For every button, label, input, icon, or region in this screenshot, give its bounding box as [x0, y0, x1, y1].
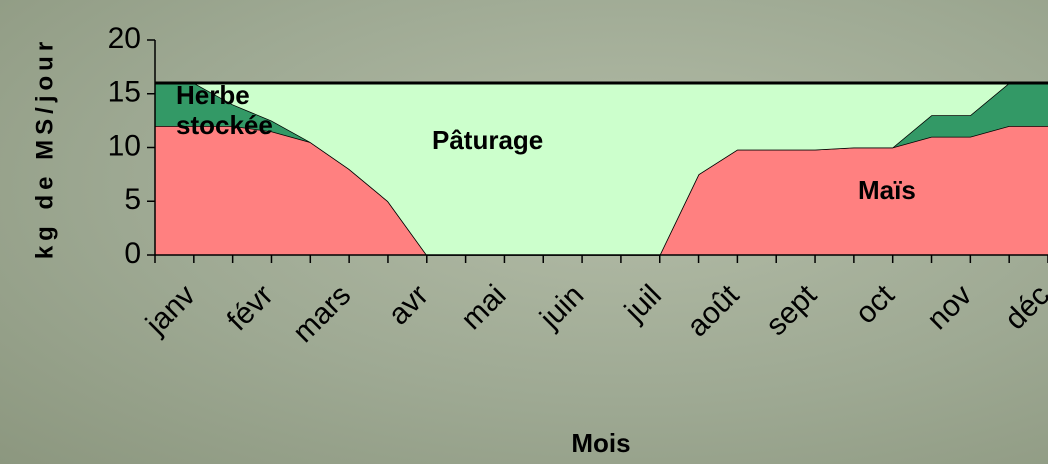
series-label: Maïs	[858, 175, 916, 205]
series-label: Pâturage	[432, 125, 544, 155]
x-tick-label: nov	[921, 279, 979, 337]
x-axis-title: Mois	[571, 428, 630, 458]
area	[155, 83, 1048, 255]
x-tick-label: août	[681, 278, 746, 343]
x-tick-label: déc	[999, 279, 1048, 337]
x-tick-label: janv	[139, 279, 202, 342]
x-tick-label: juil	[618, 279, 668, 329]
x-tick-label: juin	[533, 279, 590, 336]
y-tick-label: 0	[124, 237, 141, 270]
x-tick-label: mai	[455, 279, 513, 337]
y-tick-label: 15	[108, 76, 141, 109]
x-tick-label: mars	[287, 279, 357, 349]
series-label: Herbe stockée	[176, 80, 273, 140]
x-tick-label: sept	[760, 278, 824, 342]
y-tick-label: 5	[124, 183, 141, 216]
x-tick-label: avr	[382, 279, 435, 332]
area	[155, 126, 1048, 255]
x-tick-label: oct	[849, 278, 901, 330]
y-axis-title: kg de MS/jour	[31, 37, 58, 259]
y-tick-label: 20	[108, 22, 141, 55]
y-tick-label: 10	[108, 129, 141, 162]
x-tick-label: févr	[221, 279, 280, 338]
